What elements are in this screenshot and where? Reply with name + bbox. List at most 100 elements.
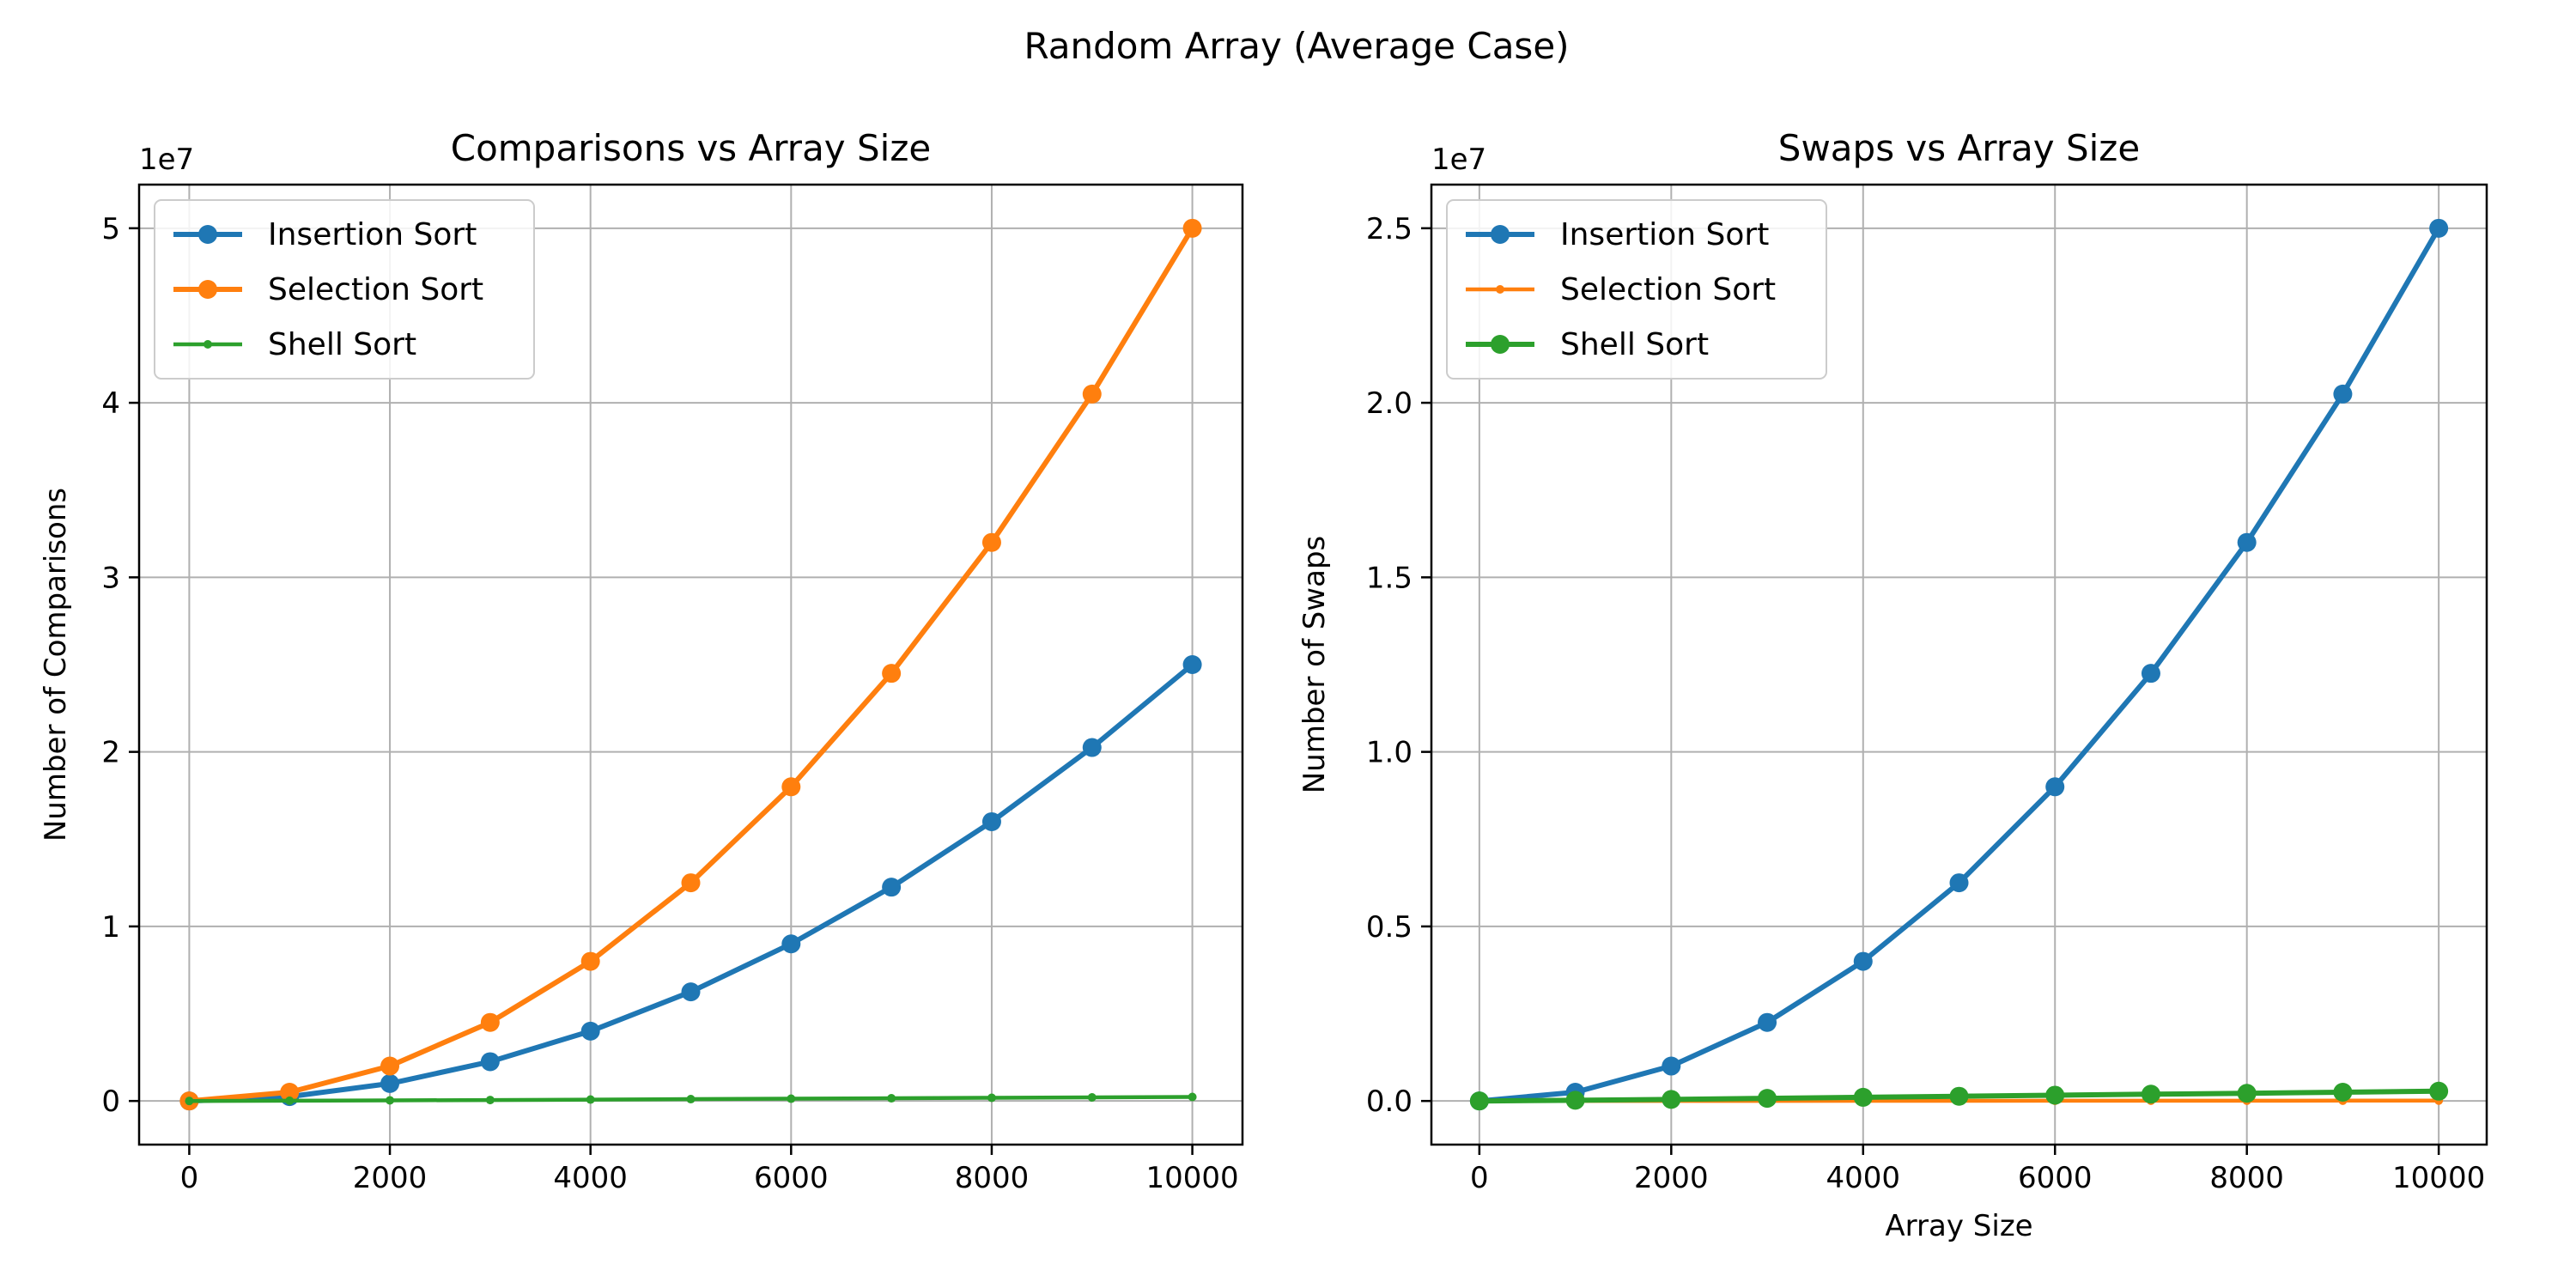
- data-point: [882, 664, 902, 683]
- legend-marker: [198, 225, 217, 244]
- x-axis-label: Array Size: [1885, 1209, 2032, 1243]
- swaps-chart: 0 2000 4000 6000 8000 10000 0.0 0.5 1.0 1.5 2.0 2.5…: [1297, 127, 2488, 1243]
- data-point: [981, 532, 1001, 552]
- data-point: [2237, 532, 2257, 552]
- y-tick-label: 0.5: [1366, 910, 1413, 945]
- chart-title: Comparisons vs Array Size: [451, 127, 931, 169]
- data-point: [2429, 218, 2449, 238]
- data-point: [987, 1093, 996, 1103]
- data-point: [185, 1097, 194, 1106]
- data-point: [1758, 1089, 1777, 1109]
- y-tick-label: 1: [101, 910, 120, 945]
- x-tick-label: 8000: [2209, 1161, 2284, 1195]
- y-tick-label: 1.5: [1366, 561, 1413, 595]
- legend-box: [154, 199, 535, 380]
- data-point: [1182, 655, 1202, 674]
- legend-label: Selection Sort: [1560, 272, 1776, 307]
- data-point: [480, 1052, 500, 1072]
- data-point: [2333, 1083, 2353, 1103]
- x-tick-label: 2000: [1634, 1161, 1709, 1195]
- data-point: [2429, 1081, 2449, 1101]
- data-point: [981, 811, 1001, 831]
- data-point: [1949, 1086, 1969, 1106]
- data-point: [882, 878, 902, 897]
- x-tick-label: 0: [180, 1161, 199, 1195]
- x-tick-label: 10000: [2392, 1161, 2485, 1195]
- data-point: [480, 1012, 500, 1032]
- x-tick-label: 6000: [2018, 1161, 2093, 1195]
- x-tick-label: 0: [1470, 1161, 1489, 1195]
- data-point: [2045, 777, 2065, 797]
- legend-marker: [198, 280, 217, 299]
- data-point: [1082, 738, 1102, 757]
- data-point: [1469, 1091, 1489, 1111]
- data-point: [686, 1095, 696, 1104]
- legend-marker: [204, 340, 212, 349]
- data-point: [2333, 384, 2353, 404]
- legend-label: Insertion Sort: [268, 217, 477, 252]
- data-point: [485, 1096, 495, 1105]
- comparisons-chart: 0 2000 4000 6000 8000 10000 0 1 2 3 4 5 1e7 Compariso…: [39, 127, 1244, 1195]
- x-tick-label: 4000: [553, 1161, 628, 1195]
- y-tick-label: 4: [101, 386, 120, 421]
- x-tick-label: 10000: [1146, 1161, 1239, 1195]
- data-point: [1949, 873, 1969, 893]
- data-point: [2141, 1084, 2160, 1104]
- data-point: [280, 1083, 300, 1103]
- data-point: [1082, 384, 1102, 404]
- x-tick-label: 6000: [754, 1161, 829, 1195]
- data-point: [380, 1073, 400, 1093]
- data-point: [1662, 1056, 1681, 1076]
- data-point: [380, 1056, 400, 1076]
- data-point: [787, 1094, 796, 1103]
- data-point: [1188, 1092, 1197, 1102]
- y-offset-label: 1e7: [1431, 143, 1486, 177]
- legend-marker: [1491, 225, 1510, 244]
- data-point: [781, 934, 801, 954]
- y-tick-label: 0.0: [1366, 1084, 1413, 1119]
- y-axis-label: Number of Comparisons: [39, 488, 73, 841]
- legend-label: Insertion Sort: [1560, 217, 1769, 252]
- data-point: [1758, 1012, 1777, 1032]
- y-tick-label: 1.0: [1366, 736, 1413, 770]
- data-point: [586, 1095, 595, 1104]
- data-point: [386, 1096, 395, 1105]
- y-tick-label: 5: [101, 212, 120, 246]
- figure-title: Random Array (Average Case): [1024, 25, 1569, 67]
- data-point: [1853, 951, 1873, 971]
- y-tick-label: 2.0: [1366, 386, 1413, 421]
- data-point: [580, 951, 600, 971]
- data-point: [285, 1096, 295, 1105]
- data-point: [1182, 218, 1202, 238]
- data-point: [580, 1021, 600, 1041]
- x-tick-label: 4000: [1826, 1161, 1901, 1195]
- data-point: [2045, 1085, 2065, 1105]
- legend-marker: [1491, 335, 1510, 354]
- y-offset-label: 1e7: [139, 143, 194, 177]
- legend-label: Shell Sort: [1560, 327, 1709, 362]
- axes-frame: [137, 183, 1244, 1146]
- y-axis-label: Number of Swaps: [1297, 536, 1332, 794]
- data-point: [1087, 1093, 1097, 1103]
- legend-label: Selection Sort: [268, 272, 483, 307]
- data-point: [2237, 1084, 2257, 1103]
- y-tick-label: 2.5: [1366, 212, 1413, 246]
- data-point: [887, 1094, 896, 1103]
- data-point: [1565, 1091, 1585, 1110]
- y-tick-label: 0: [101, 1084, 120, 1119]
- x-tick-label: 8000: [955, 1161, 1030, 1195]
- chart-title: Swaps vs Array Size: [1778, 127, 2140, 169]
- data-point: [1853, 1087, 1873, 1107]
- legend-box: [1446, 199, 1827, 380]
- x-tick-label: 2000: [353, 1161, 428, 1195]
- y-tick-label: 2: [101, 736, 120, 770]
- y-tick-label: 3: [101, 561, 120, 595]
- legend-marker: [1496, 285, 1504, 294]
- data-point: [781, 777, 801, 797]
- data-point: [681, 873, 701, 893]
- legend-label: Shell Sort: [268, 327, 416, 362]
- axes-frame: [1430, 183, 2488, 1146]
- data-point: [2141, 664, 2160, 683]
- data-point: [681, 982, 701, 1002]
